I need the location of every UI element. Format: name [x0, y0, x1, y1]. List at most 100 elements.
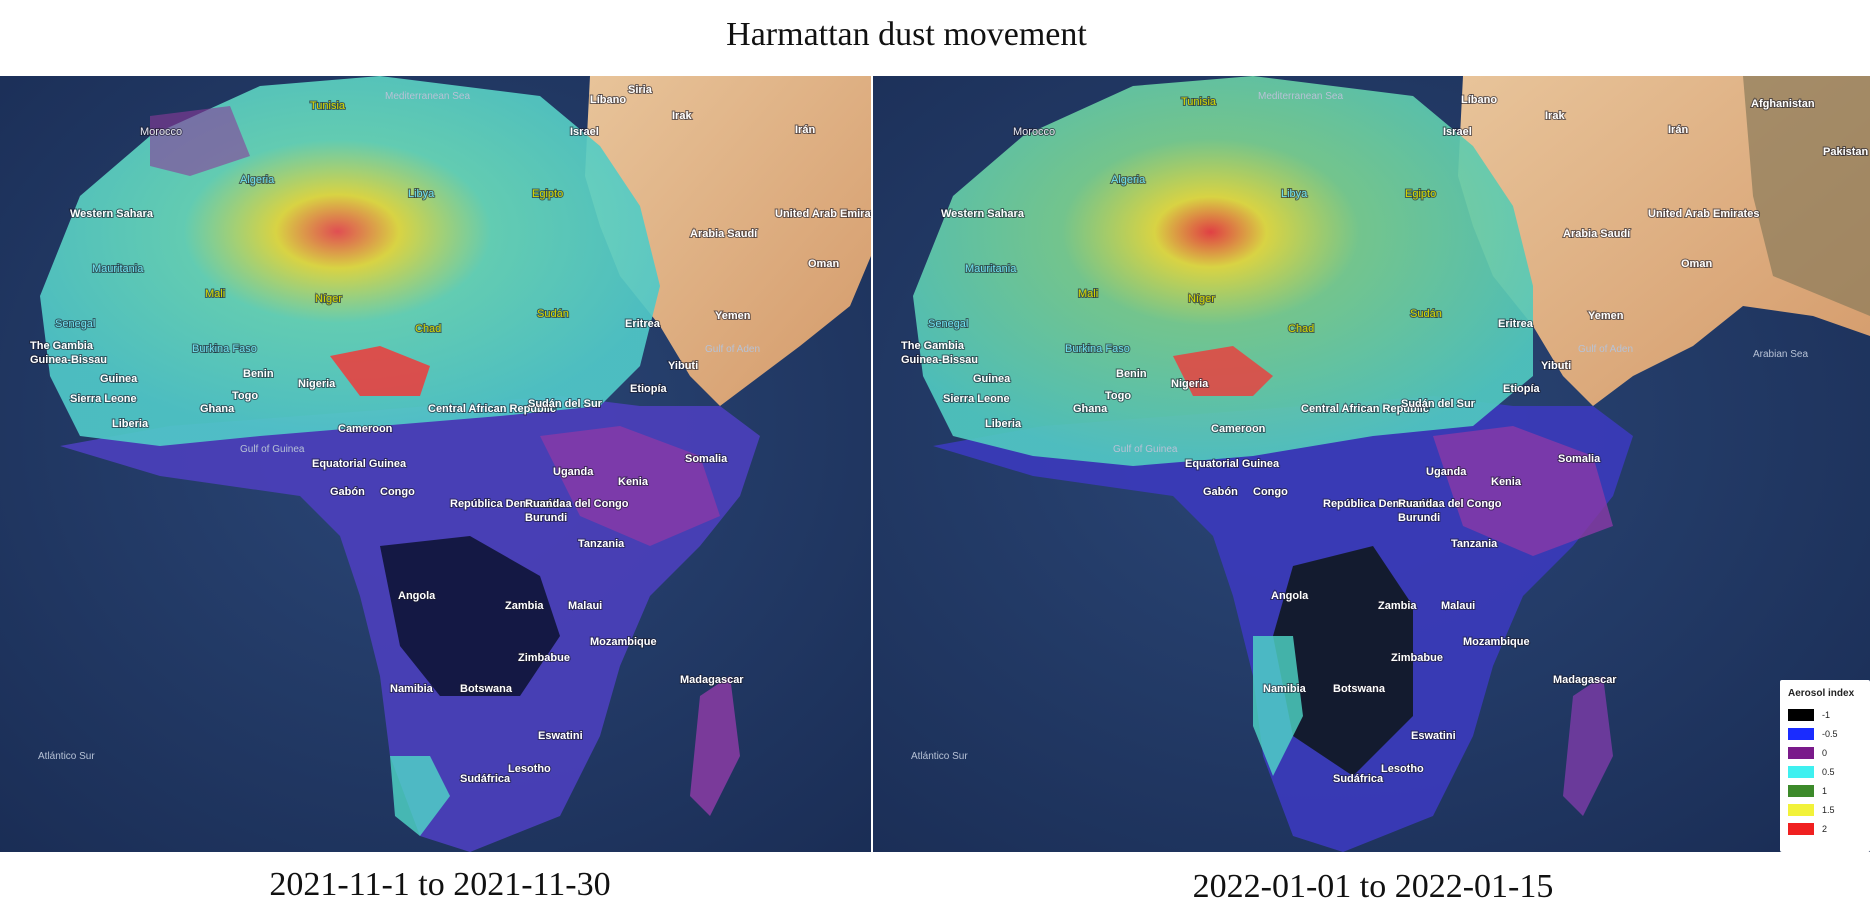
- map-label: Burundi: [1398, 512, 1440, 524]
- map-label: Líbano: [1461, 94, 1497, 106]
- map-label: Botswana: [460, 683, 513, 695]
- legend-item: 0: [1788, 743, 1870, 762]
- map-label: Sudáfrica: [1333, 773, 1384, 785]
- map-label: Etiopía: [630, 383, 668, 395]
- map-label: Nigeria: [298, 378, 336, 390]
- map-label: Siria: [628, 84, 653, 96]
- map-label: Irak: [672, 110, 692, 122]
- legend-label: 2: [1822, 823, 1828, 834]
- map-label: Liberia: [985, 418, 1022, 430]
- map-labels-left: Mediterranean Sea Siria Tunisia Líbano Irak I…: [29, 83, 871, 786]
- aerosol-legend: Aerosol index -1 -0.5 0 0.5 1 1.5 2: [1780, 680, 1870, 852]
- legend-swatch: [1788, 803, 1814, 816]
- angola-dust: [1253, 636, 1303, 776]
- map-label: Togo: [232, 390, 258, 402]
- map-label: Ruanda: [1398, 498, 1439, 510]
- map-label: Burkina Faso: [1065, 343, 1130, 355]
- map-label: Guinea-Bissau: [901, 354, 978, 366]
- map-label: Irak: [1545, 110, 1565, 122]
- legend-label: 1: [1822, 785, 1828, 796]
- arabian-peninsula: [585, 76, 871, 406]
- map-label: The Gambia: [30, 340, 94, 352]
- map-label: Gulf of Aden: [1578, 344, 1633, 355]
- map-label: Sudán del Sur: [528, 398, 603, 410]
- map-label: Benin: [243, 368, 274, 380]
- map-label: Afghanistan: [1751, 98, 1815, 110]
- dust-hotspot: [330, 346, 430, 396]
- map-label: Madagascar: [680, 674, 744, 686]
- map-label: Oman: [1681, 258, 1712, 270]
- map-label: Malaui: [1441, 600, 1475, 612]
- map-label: Senegal: [55, 318, 95, 330]
- map-label: Sudán: [537, 308, 569, 320]
- map-label: Kenia: [1491, 476, 1522, 488]
- map-label: Namibia: [390, 683, 434, 695]
- map-label: Níger: [315, 293, 342, 305]
- congo-dark: [380, 536, 560, 696]
- map-label: Tanzania: [578, 538, 625, 550]
- map-panel-right[interactable]: Mediterranean Sea Tunisia Líbano Irak Israel…: [873, 76, 1870, 852]
- map-label: Gabón: [330, 486, 365, 498]
- horn-of-africa: [1433, 426, 1613, 556]
- map-label: Zimbabue: [1391, 652, 1443, 664]
- legend-label: -1: [1822, 709, 1831, 720]
- dust-hotspot: [1173, 346, 1273, 396]
- map-label: Liberia: [112, 418, 149, 430]
- map-right-svg: Mediterranean Sea Tunisia Líbano Irak Israel…: [873, 76, 1870, 852]
- map-label: Lesotho: [508, 763, 551, 775]
- legend-swatch: [1788, 784, 1814, 797]
- map-label: Kenia: [618, 476, 649, 488]
- map-label: Cameroon: [1211, 423, 1266, 435]
- map-label: Tunisia: [310, 100, 346, 112]
- legend-rows: -1 -0.5 0 0.5 1 1.5 2: [1780, 705, 1870, 838]
- map-label: United Arab Emirates: [775, 208, 871, 220]
- horn-of-africa: [540, 426, 720, 546]
- map-label: Mali: [205, 288, 225, 300]
- map-label: Egipto: [1405, 188, 1436, 200]
- map-label: Yemen: [715, 310, 751, 322]
- map-label: Mali: [1078, 288, 1098, 300]
- legend-swatch: [1788, 746, 1814, 759]
- map-label: Angola: [1271, 590, 1309, 602]
- map-label: Uganda: [1426, 466, 1467, 478]
- map-label: Namibia: [1263, 683, 1307, 695]
- map-label: Gulf of Guinea: [240, 444, 305, 455]
- map-label: The Gambia: [901, 340, 965, 352]
- map-label: Irán: [795, 124, 815, 136]
- chart-title: Harmattan dust movement: [726, 16, 1087, 53]
- map-label: Pakistan: [1823, 146, 1869, 158]
- map-label: Sierra Leone: [70, 393, 137, 405]
- map-label: Sudáfrica: [460, 773, 511, 785]
- map-label: United Arab Emirates: [1648, 208, 1759, 220]
- map-label: Morocco: [1013, 126, 1055, 138]
- central-dark: [1273, 546, 1413, 776]
- map-label: Gulf of Aden: [705, 344, 760, 355]
- map-label: Ghana: [1073, 403, 1108, 415]
- legend-title: Aerosol index: [1788, 688, 1855, 699]
- map-panel-left[interactable]: Mediterranean Sea Siria Tunisia Líbano Irak I…: [0, 76, 871, 852]
- map-label: Sudán: [1410, 308, 1442, 320]
- map-label: Atlántico Sur: [38, 751, 95, 762]
- map-label: Israel: [570, 126, 599, 138]
- map-label: Congo: [380, 486, 415, 498]
- map-label: Egipto: [532, 188, 563, 200]
- map-label: Eswatini: [538, 730, 583, 742]
- map-label: Lesotho: [1381, 763, 1424, 775]
- map-label: Arabian Sea: [1753, 349, 1808, 360]
- sahara-dust: [913, 76, 1533, 466]
- map-label: Angola: [398, 590, 436, 602]
- caption-left: 2021-11-1 to 2021-11-30: [269, 866, 611, 903]
- map-label: Mauritania: [92, 263, 144, 275]
- map-label: Níger: [1188, 293, 1215, 305]
- map-labels-right: Mediterranean Sea Tunisia Líbano Irak Israel…: [900, 91, 1870, 786]
- map-label: Mozambique: [1463, 636, 1530, 648]
- map-label: República Democrática del Congo: [1323, 498, 1502, 510]
- map-label: Somalia: [685, 453, 728, 465]
- legend-swatch: [1788, 765, 1814, 778]
- map-label: Atlántico Sur: [911, 751, 968, 762]
- map-label: Guinea: [973, 373, 1011, 385]
- map-label: Gulf of Guinea: [1113, 444, 1178, 455]
- legend-item: 2: [1788, 819, 1870, 838]
- map-label: Uganda: [553, 466, 594, 478]
- legend-swatch: [1788, 822, 1814, 835]
